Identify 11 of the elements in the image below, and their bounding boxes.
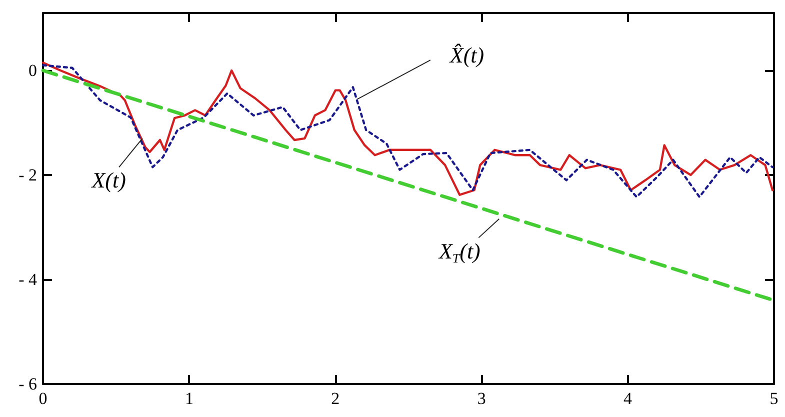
x-tick-label: 3: [477, 389, 486, 408]
x-tick-label: 1: [184, 389, 194, 408]
x-tick-label: 4: [624, 389, 633, 408]
y-tick-label: 0: [28, 60, 37, 80]
y-tick-label: - 2: [18, 165, 37, 184]
y-tick-label: - 4: [18, 270, 38, 289]
y-tick-label: - 6: [18, 374, 37, 394]
series-label: X(t): [90, 168, 126, 193]
x-tick-label: 5: [770, 389, 778, 408]
text: X̂(t): [448, 42, 484, 68]
x-tick-label: 2: [331, 389, 340, 408]
